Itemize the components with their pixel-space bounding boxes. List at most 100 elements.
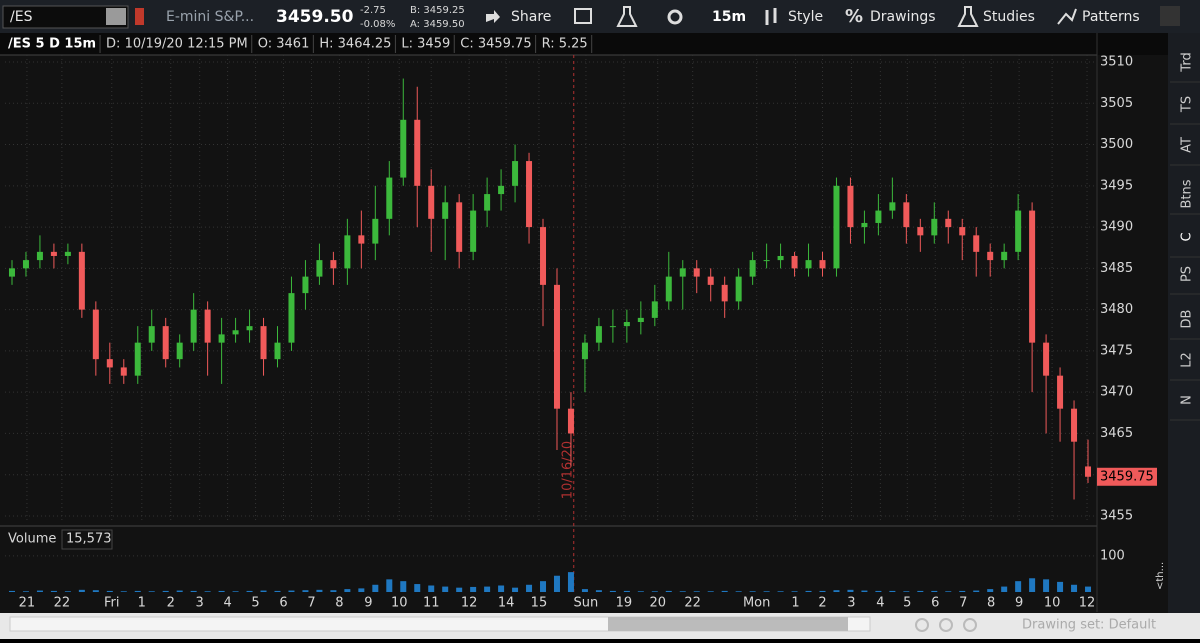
candle-body: [1015, 210, 1022, 252]
x-tick-label: Sun: [574, 596, 599, 611]
info-field: C: 3459.75: [460, 37, 531, 52]
volume-bar: [344, 589, 351, 592]
candle-body: [1029, 210, 1036, 343]
candle-body: [134, 342, 141, 376]
volume-bar: [777, 591, 784, 592]
y-tick-label: 3505: [1100, 96, 1133, 111]
candle-body: [889, 202, 896, 211]
x-tick-label: 9: [1015, 596, 1023, 611]
x-tick-label: 10: [391, 596, 408, 611]
drawings-button[interactable]: Drawings: [870, 9, 936, 25]
volume-bar: [8, 590, 15, 592]
y-tick-label: 3500: [1100, 137, 1133, 152]
y-tick-label: 3510: [1100, 55, 1133, 70]
side-label: <th...: [1155, 562, 1166, 590]
session-label: 10/16/20: [560, 441, 575, 499]
x-tick-label: 9: [364, 596, 372, 611]
candle-body: [959, 227, 966, 236]
candle-body: [651, 301, 658, 318]
ask: A: 3459.50: [410, 19, 465, 30]
volume-bar: [372, 584, 379, 592]
alert-icon[interactable]: [574, 8, 592, 24]
candle-body: [456, 202, 463, 252]
candle-body: [78, 251, 85, 310]
volume-tick-label: 100: [1100, 548, 1125, 563]
menu-button[interactable]: [1160, 6, 1180, 26]
volume-bar: [50, 590, 57, 592]
volume-title: Volume: [8, 532, 56, 547]
volume-bar: [498, 585, 505, 592]
volume-bar: [945, 591, 952, 592]
info-field: D: 10/19/20 12:15 PM: [106, 37, 248, 52]
candle-body: [679, 268, 686, 277]
settings-icon[interactable]: [667, 9, 683, 25]
volume-bar: [903, 591, 910, 592]
studies-button[interactable]: Studies: [983, 9, 1035, 25]
candle-body: [875, 210, 882, 223]
flask-icon[interactable]: [616, 6, 638, 27]
y-tick-label: 3480: [1100, 302, 1133, 317]
y-tick-label: 3475: [1100, 343, 1133, 358]
candle-body: [498, 185, 505, 195]
candle-body: [428, 185, 435, 219]
volume-bar: [889, 590, 896, 592]
candle-body: [1071, 408, 1078, 442]
symbol-box[interactable]: [2, 5, 129, 29]
candle-body: [637, 317, 644, 323]
side-tab: PS: [1180, 266, 1195, 282]
volume-bar: [805, 590, 812, 592]
candle-body: [344, 235, 351, 269]
timeframe-button[interactable]: 15m: [712, 9, 746, 25]
candle-body: [917, 227, 924, 236]
volume-bar: [763, 591, 770, 592]
candle-body: [1043, 342, 1050, 376]
volume-bar: [512, 587, 519, 592]
candle-body: [903, 202, 910, 228]
candle-body: [50, 251, 57, 256]
candle-body: [288, 293, 295, 343]
x-tick-label: 5: [251, 596, 259, 611]
y-tick-label: 3490: [1100, 220, 1133, 235]
candle-body: [847, 185, 854, 228]
x-tick-label: 6: [931, 596, 939, 611]
zoom-in-icon[interactable]: [939, 618, 953, 632]
x-tick-label: 1: [791, 596, 799, 611]
patterns-button[interactable]: Patterns: [1082, 9, 1140, 25]
candle-body: [8, 268, 15, 277]
volume-bar: [204, 591, 211, 592]
x-tick-label: Fri: [104, 596, 120, 611]
volume-bar: [1043, 579, 1050, 592]
zoom-icons: [915, 618, 977, 632]
x-tick-label: 6: [279, 596, 287, 611]
volume-readout-box: [61, 529, 113, 550]
candle-body: [665, 276, 672, 302]
volume-bar: [1057, 581, 1064, 592]
candle-body: [749, 260, 756, 277]
volume-bar: [78, 589, 85, 592]
scroll-thumb[interactable]: [608, 617, 848, 631]
x-tick-label: 8: [335, 596, 343, 611]
volume-bar: [847, 589, 854, 592]
style-button[interactable]: Style: [788, 9, 823, 25]
zoom-icon[interactable]: [915, 618, 929, 632]
drawing-set[interactable]: Drawing set: Default: [1022, 618, 1156, 633]
info-field: R: 5.25: [542, 37, 588, 52]
volume-bar: [470, 586, 477, 592]
change: -2.75: [360, 5, 386, 16]
y-tick-label: 3485: [1100, 261, 1133, 276]
x-tick-label: 3: [196, 596, 204, 611]
x-tick-label: 7: [959, 596, 967, 611]
x-tick-label: 20: [649, 596, 666, 611]
y-tick-label: 3465: [1100, 426, 1133, 441]
dropdown-button[interactable]: [106, 8, 126, 25]
candle-body: [386, 177, 393, 219]
share-button[interactable]: Share: [511, 9, 551, 25]
side-tab: TS: [1180, 96, 1195, 113]
candle-body: [1085, 466, 1092, 477]
volume-bar: [358, 588, 365, 592]
zoom-out-icon[interactable]: [963, 618, 977, 632]
volume-bar: [917, 590, 924, 592]
